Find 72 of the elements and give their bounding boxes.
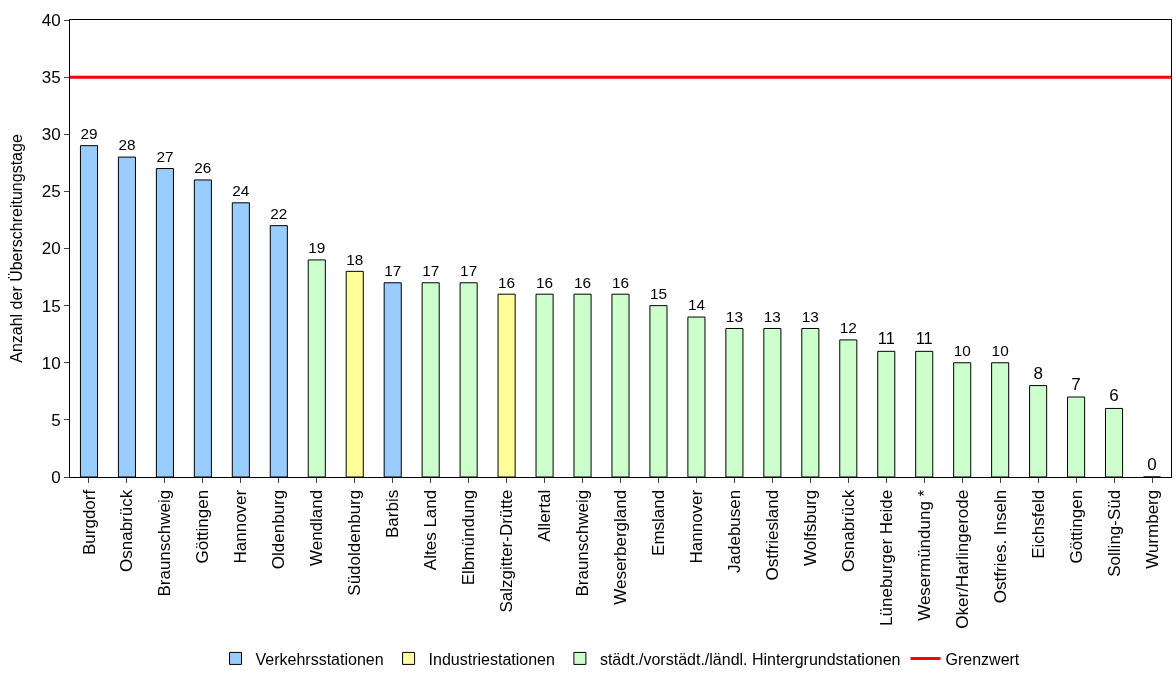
legend-label: Industriestationen [428, 650, 555, 668]
y-tick-label: 10 [41, 353, 61, 373]
x-tick-label: Braunschweig [155, 489, 175, 597]
x-tick-label: Elbmündung [459, 489, 479, 586]
data-label: 7 [1071, 375, 1081, 395]
data-label: 8 [1033, 363, 1043, 383]
x-tick-label: Allertal [535, 489, 555, 542]
y-tick-label: 25 [41, 182, 61, 202]
data-label: 24 [232, 182, 250, 200]
x-tick-label: Hannover [231, 489, 251, 564]
data-label: 6 [1109, 386, 1119, 406]
y-tick-label: 5 [51, 410, 61, 430]
x-tick-label: Osnabrück [117, 489, 137, 572]
data-label: 18 [346, 250, 364, 268]
data-label: 17 [422, 262, 440, 280]
data-label: 22 [270, 205, 288, 223]
data-label: 15 [649, 285, 667, 303]
data-label: 17 [460, 262, 478, 280]
data-label: 10 [953, 342, 971, 360]
x-tick-label: Hannover [686, 489, 706, 564]
data-label: 12 [839, 319, 857, 337]
data-label: 14 [687, 296, 706, 314]
y-axis-title: Anzahl der Überschreitungstage [7, 134, 25, 363]
y-tick-label: 0 [51, 467, 61, 487]
x-tick-label: Burgdorf [79, 489, 99, 555]
x-tick-label: Ostfriesland [762, 489, 782, 581]
legend-label: Grenzwert [945, 650, 1020, 668]
x-tick-label: Wendland [307, 489, 327, 567]
data-label: 16 [574, 273, 592, 291]
data-label: 0 [1147, 455, 1157, 474]
x-tick-label: Braunschweig [573, 489, 593, 597]
data-label: 13 [763, 307, 781, 325]
x-tick-label: Eichsfeld [1028, 489, 1048, 559]
data-label: 28 [118, 136, 136, 154]
data-label: 27 [156, 147, 174, 165]
data-label: 10 [991, 342, 1009, 360]
y-tick-label: 15 [41, 296, 61, 316]
x-tick-label: Ostfries. Inseln [990, 489, 1010, 604]
data-label: 11 [915, 329, 933, 348]
x-tick-label: Weserbergland [611, 489, 631, 605]
y-tick-label: 40 [41, 10, 61, 30]
x-tick-label: Osnabrück [838, 489, 858, 572]
legend-label: städt./vorstädt./ländl. Hintergrundstationen [599, 650, 901, 668]
x-tick-label: Jadebusen [724, 489, 744, 573]
x-tick-label: Oker/Harlingerode [952, 489, 972, 629]
x-tick-label: Göttingen [1066, 489, 1086, 564]
x-tick-label: Südoldenburg [345, 489, 365, 596]
y-tick-label: 35 [41, 68, 61, 88]
data-label: 17 [384, 262, 402, 280]
x-tick-label: Barbis [383, 489, 403, 538]
data-label: 16 [536, 273, 554, 291]
data-label: 26 [194, 159, 212, 177]
x-tick-label: Wolfsburg [800, 489, 820, 567]
x-tick-label: Salzgitter-Drütte [497, 489, 517, 613]
x-tick-label: Altes Land [421, 489, 441, 571]
data-label: 13 [801, 307, 819, 325]
y-tick-label: 30 [41, 125, 61, 145]
data-label: 16 [611, 273, 630, 291]
x-tick-label: Wesermündung * [914, 489, 934, 621]
x-tick-label: Lüneburger Heide [876, 489, 896, 626]
x-tick-label: Wurmberg [1142, 489, 1162, 569]
data-label: 16 [498, 273, 516, 291]
data-label: 29 [80, 125, 98, 143]
legend-label: Verkehrsstationen [255, 650, 384, 668]
y-tick-label: 20 [41, 239, 61, 259]
x-tick-label: Oldenburg [269, 489, 289, 570]
data-label: 19 [308, 239, 326, 257]
data-label: 11 [877, 329, 895, 348]
x-tick-label: Solling-Süd [1104, 489, 1124, 577]
x-tick-label: Emsland [648, 489, 668, 556]
x-tick-label: Göttingen [193, 489, 213, 564]
data-label: 13 [725, 307, 743, 325]
